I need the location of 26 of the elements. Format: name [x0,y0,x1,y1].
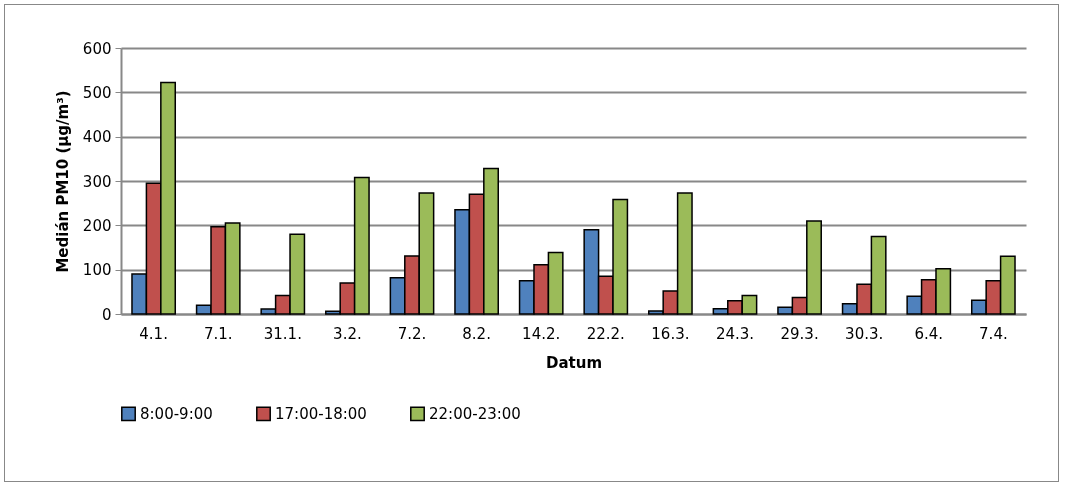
x-tick-label: 8.2. [462,324,491,343]
x-tick-label: 16.3. [651,324,690,343]
x-tick-label: 14.2. [522,324,561,343]
x-tick-label: 6.4. [914,324,944,343]
y-tick-label: 100 [82,261,112,280]
x-tick-label: 31.1. [263,324,302,343]
x-tick-label: 24.3. [715,324,755,343]
y-tick-label: 200 [82,216,112,235]
y-tick-label: 0 [101,305,112,324]
y-tick-label: 500 [82,83,112,102]
x-tick-label: 7.2. [397,324,427,343]
x-tick-label: 7.1. [203,324,233,343]
y-tick-label: 400 [82,128,112,147]
x-tick-label: 22.2. [586,324,625,343]
x-tick-label: 29.3. [780,324,819,343]
x-tick-label: 30.3. [845,324,884,343]
x-tick-label: 4.1. [139,324,168,343]
y-axis-title: Medián PM10 (µg/m³) [53,90,72,273]
y-tick-label: 600 [82,39,112,58]
legend-label: 22:00-23:00 [429,404,521,423]
legend-label: 17:00-18:00 [275,404,367,423]
legend-label: 8:00-9:00 [140,404,213,423]
x-tick-label: 7.4. [979,324,1008,343]
x-axis-title: Datum [545,353,603,372]
y-tick-label: 300 [82,172,112,191]
x-tick-label: 3.2. [333,324,362,343]
